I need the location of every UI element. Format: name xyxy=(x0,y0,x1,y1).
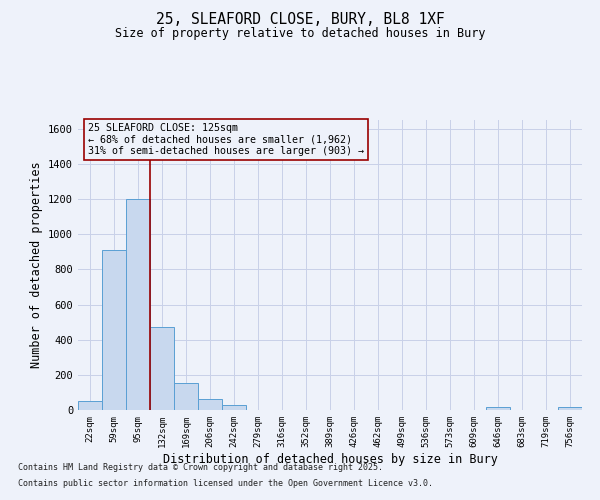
Text: Contains HM Land Registry data © Crown copyright and database right 2025.: Contains HM Land Registry data © Crown c… xyxy=(18,464,383,472)
X-axis label: Distribution of detached houses by size in Bury: Distribution of detached houses by size … xyxy=(163,452,497,466)
Bar xyxy=(174,383,198,410)
Text: 25 SLEAFORD CLOSE: 125sqm
← 68% of detached houses are smaller (1,962)
31% of se: 25 SLEAFORD CLOSE: 125sqm ← 68% of detac… xyxy=(88,123,364,156)
Y-axis label: Number of detached properties: Number of detached properties xyxy=(29,162,43,368)
Bar xyxy=(222,404,246,410)
Bar xyxy=(126,199,150,410)
Bar xyxy=(150,326,174,410)
Text: Size of property relative to detached houses in Bury: Size of property relative to detached ho… xyxy=(115,28,485,40)
Bar xyxy=(558,407,582,410)
Bar xyxy=(198,400,222,410)
Text: Contains public sector information licensed under the Open Government Licence v3: Contains public sector information licen… xyxy=(18,478,433,488)
Bar xyxy=(102,250,126,410)
Bar xyxy=(78,401,102,410)
Text: 25, SLEAFORD CLOSE, BURY, BL8 1XF: 25, SLEAFORD CLOSE, BURY, BL8 1XF xyxy=(155,12,445,28)
Bar xyxy=(486,407,510,410)
